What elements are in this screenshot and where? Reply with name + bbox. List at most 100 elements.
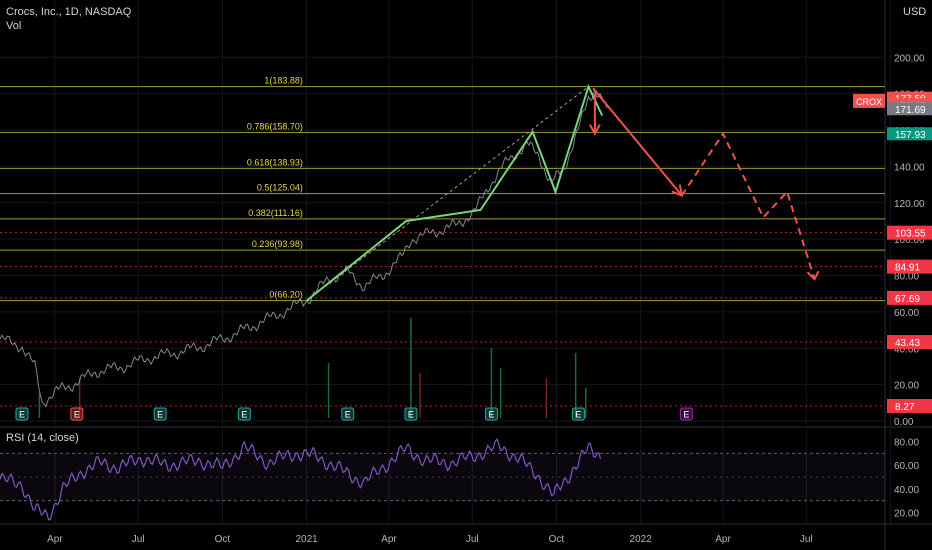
time-axis-tick[interactable]: Apr <box>47 534 63 545</box>
level-price-tag-bg[interactable] <box>887 335 932 350</box>
price-axis-tick[interactable]: 100.00 <box>894 235 925 246</box>
symbol-tag-bg[interactable] <box>853 93 885 108</box>
trend-line-dashed <box>306 86 589 302</box>
volume-label: Vol <box>6 20 22 32</box>
level-price-tag[interactable]: 8.27 <box>887 398 932 413</box>
time-axis-tick[interactable]: Oct <box>215 534 231 545</box>
currency-label: USD <box>903 6 927 18</box>
rsi-axis-tick[interactable]: 80.00 <box>894 437 919 448</box>
earnings-marker-box[interactable] <box>237 407 251 421</box>
price-axis-tick[interactable]: 200.00 <box>894 53 925 64</box>
level-price-tag-text[interactable]: 43.43 <box>895 338 920 349</box>
fib-level-label: 0(66.20) <box>269 290 303 300</box>
level-price-tag-text[interactable]: 67.69 <box>895 294 920 305</box>
volume-bars <box>38 318 587 418</box>
earnings-marker-box[interactable] <box>484 407 498 421</box>
price-axis-tick[interactable]: 40.00 <box>894 344 919 355</box>
level-price-tag-bg[interactable] <box>887 225 932 240</box>
current-price-tag[interactable]: 171.69 <box>887 102 932 116</box>
symbol-tag[interactable]: CROX <box>853 93 885 108</box>
time-axis-tick[interactable]: Jul <box>132 534 145 545</box>
time-axis-tick[interactable]: Apr <box>715 534 731 545</box>
earnings-marker[interactable]: E <box>484 407 498 421</box>
price-line <box>0 89 608 408</box>
time-axis-tick[interactable]: 2021 <box>295 534 318 545</box>
earnings-marker[interactable]: E <box>341 407 355 421</box>
rsi-line <box>0 438 602 521</box>
fib-retracement: 1(183.88) 0.786(158.70) 0.618(138.93) 0.5(1… <box>0 76 885 302</box>
price-axis-tick[interactable]: 120.00 <box>894 199 925 210</box>
current-price-tag-bg[interactable] <box>887 102 932 116</box>
earnings-marker-label[interactable]: E <box>74 410 80 420</box>
price-axis-tick[interactable]: 20.00 <box>894 381 919 392</box>
projection-path-dashed <box>680 131 816 280</box>
earnings-marker-box[interactable] <box>153 407 167 421</box>
earnings-marker-label[interactable]: E <box>241 410 247 420</box>
projection-dashed-arrowhead <box>806 270 820 281</box>
earnings-marker[interactable]: E <box>237 407 251 421</box>
current-price-tag-bg[interactable] <box>887 127 932 141</box>
earnings-marker-label[interactable]: E <box>683 410 689 420</box>
current-price-tag-text[interactable]: 171.69 <box>895 105 926 116</box>
price-axis-tick[interactable]: 80.00 <box>894 272 919 283</box>
earnings-marker-label[interactable]: E <box>345 410 351 420</box>
level-price-tag-text[interactable]: 84.91 <box>895 263 920 274</box>
price-axis-tick[interactable]: 0.00 <box>894 417 914 428</box>
wave-path-green <box>305 83 604 302</box>
earnings-marker-label[interactable]: E <box>575 410 581 420</box>
level-price-tag-bg[interactable] <box>887 290 932 305</box>
fib-level-label: 0.236(93.98) <box>252 239 303 249</box>
earnings-marker[interactable]: E <box>679 407 693 421</box>
fib-level-label: 0.618(138.93) <box>247 157 303 167</box>
level-price-tag[interactable]: 43.43 <box>887 335 932 350</box>
earnings-marker-box[interactable] <box>70 407 84 421</box>
time-axis[interactable]: Apr Jul Oct 2021 Apr Jul Oct 2022 Apr Jul <box>47 534 813 545</box>
rsi-axis-tick[interactable]: 60.00 <box>894 461 919 472</box>
current-price-tag-text[interactable]: 157.93 <box>895 130 926 141</box>
earnings-marker-label[interactable]: E <box>488 410 494 420</box>
earnings-marker[interactable]: E <box>15 407 29 421</box>
fib-level-label: 0.382(111.16) <box>248 208 303 218</box>
earnings-marker-box[interactable] <box>571 407 585 421</box>
wave-drawings <box>305 83 820 302</box>
rsi-label: RSI (14, close) <box>6 432 79 444</box>
earnings-marker-label[interactable]: E <box>157 410 163 420</box>
level-price-tag[interactable]: 84.91 <box>887 259 932 274</box>
projection-arrow-solid <box>592 87 683 197</box>
price-axis-tick[interactable]: 60.00 <box>894 308 919 319</box>
time-axis-tick[interactable]: Apr <box>381 534 397 545</box>
rsi-pane <box>0 438 885 521</box>
level-price-tag-bg[interactable] <box>887 259 932 274</box>
fib-level-label: 1(183.88) <box>264 76 303 86</box>
rsi-axis-tick[interactable]: 20.00 <box>894 509 919 520</box>
level-price-tag-bg[interactable] <box>887 398 932 413</box>
level-price-tag-text[interactable]: 103.55 <box>895 229 926 240</box>
rsi-axis-tick[interactable]: 40.00 <box>894 485 919 496</box>
chart-title: Crocs, Inc., 1D, NASDAQ <box>6 6 132 18</box>
current-price-tag[interactable]: 157.93 <box>887 127 932 141</box>
earnings-marker-box[interactable] <box>15 407 29 421</box>
earnings-marker-box[interactable] <box>404 407 418 421</box>
time-axis-tick[interactable]: 2022 <box>630 534 653 545</box>
time-axis-tick[interactable]: Oct <box>549 534 565 545</box>
price-axis[interactable]: 200.00180.00160.00140.00120.00100.0080.0… <box>853 53 932 520</box>
earnings-marker-label[interactable]: E <box>408 410 414 420</box>
peak-down-arrowhead <box>589 124 601 136</box>
time-axis-tick[interactable]: Jul <box>466 534 479 545</box>
level-price-tag-text[interactable]: 8.27 <box>895 402 915 413</box>
earnings-marker-box[interactable] <box>679 407 693 421</box>
time-axis-tick[interactable]: Jul <box>800 534 813 545</box>
level-price-tag[interactable]: 103.55 <box>887 225 932 240</box>
earnings-marker[interactable]: E <box>70 407 84 421</box>
level-price-tag[interactable]: 67.69 <box>887 290 932 305</box>
symbol-tag-text[interactable]: CROX <box>856 97 882 107</box>
earnings-marker-label[interactable]: E <box>19 410 25 420</box>
earnings-marker[interactable]: E <box>153 407 167 421</box>
earnings-marker[interactable]: E <box>404 407 418 421</box>
earnings-marker[interactable]: E <box>571 407 585 421</box>
earnings-marker-box[interactable] <box>341 407 355 421</box>
price-axis-tick[interactable]: 140.00 <box>894 162 925 173</box>
